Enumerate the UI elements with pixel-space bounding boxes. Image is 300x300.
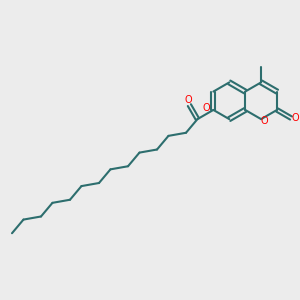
Text: O: O bbox=[203, 103, 211, 112]
Text: O: O bbox=[292, 113, 299, 123]
Text: O: O bbox=[184, 95, 192, 105]
Text: O: O bbox=[261, 116, 268, 126]
